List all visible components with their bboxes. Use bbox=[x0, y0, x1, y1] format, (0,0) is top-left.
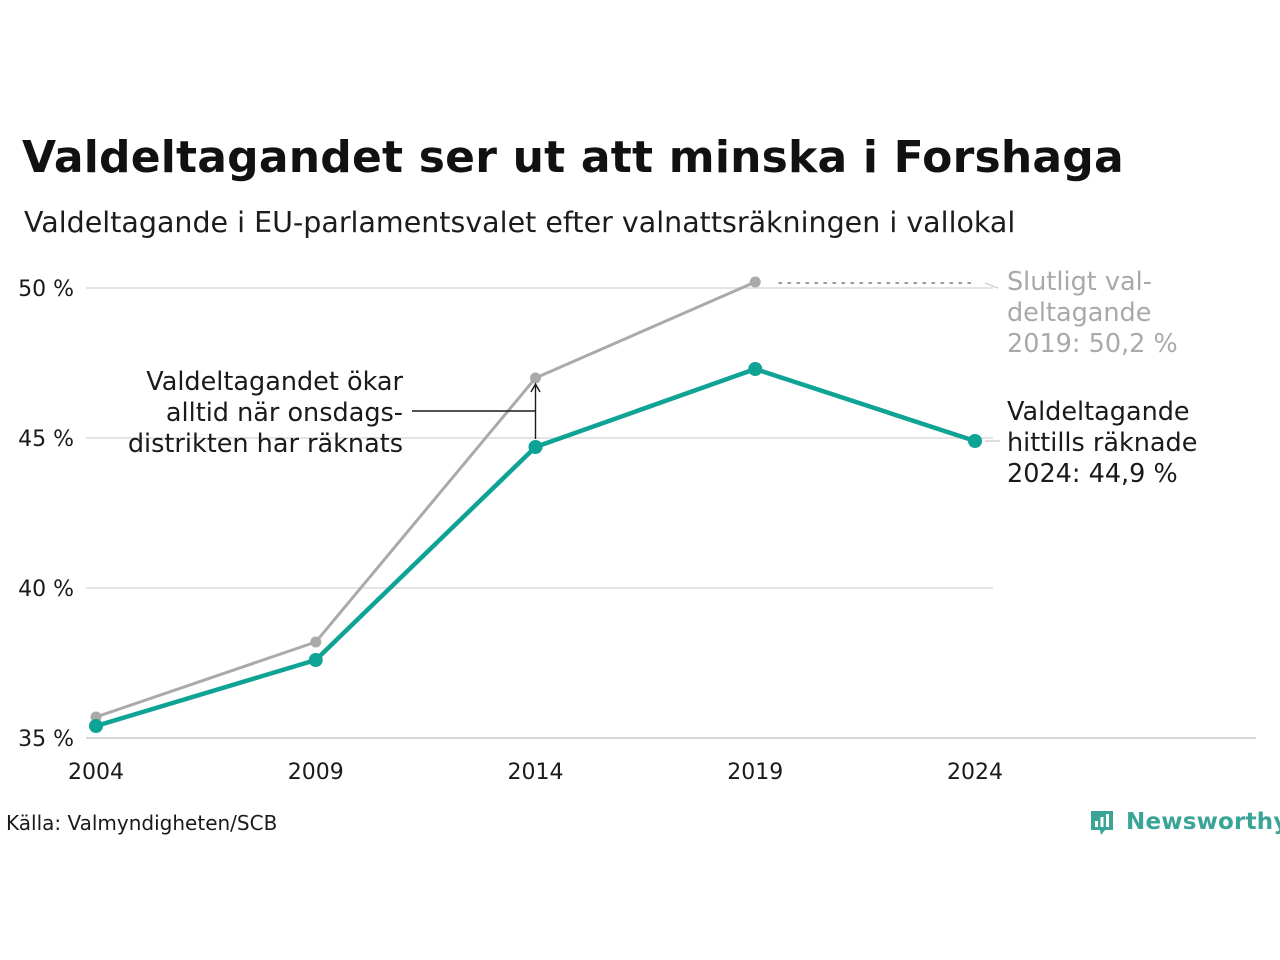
counted-turnout-point bbox=[308, 653, 323, 667]
final-turnout-line bbox=[94, 280, 757, 719]
final-2019-annotation-line: deltagande bbox=[1007, 298, 1151, 328]
x-tick-label: 2024 bbox=[947, 760, 1003, 785]
final-turnout-point bbox=[530, 372, 541, 384]
counted-turnout-point bbox=[748, 362, 763, 376]
counted-turnout-point bbox=[89, 719, 103, 733]
final-2019-annotation-line: Slutligt val- bbox=[1007, 267, 1152, 297]
y-tick-label: 45 % bbox=[18, 427, 74, 452]
final-2019-leader-tick bbox=[984, 282, 999, 289]
final-2019-annotation-line: 2019: 50,2 % bbox=[1007, 329, 1178, 359]
final-turnout-point bbox=[749, 276, 761, 288]
final-turnout-point bbox=[310, 636, 322, 648]
logo-text: Newsworthy bbox=[1126, 809, 1280, 835]
counted-turnout-point bbox=[528, 440, 543, 454]
y-tick-label: 50 % bbox=[18, 277, 74, 302]
counted-2024-annotation-line: Valdeltagande bbox=[1007, 397, 1190, 427]
source-note: Källa: Valmyndigheten/SCB bbox=[6, 811, 278, 835]
y-tick-label: 35 % bbox=[18, 727, 74, 752]
x-tick-label: 2004 bbox=[68, 760, 124, 785]
newsworthy-logo: Newsworthy bbox=[1088, 804, 1280, 840]
x-tick-label: 2009 bbox=[288, 760, 344, 785]
chart-subtitle: Valdeltagande i EU-parlamentsvalet efter… bbox=[24, 206, 1016, 239]
x-tick-label: 2014 bbox=[508, 760, 564, 785]
increase-arrow-head bbox=[530, 382, 541, 393]
counted-2024-annotation-line: hittills räknade bbox=[1007, 428, 1197, 458]
newsworthy-bar-chart-icon bbox=[1091, 811, 1113, 835]
counted-turnout-point bbox=[968, 434, 982, 448]
x-tick-label: 2019 bbox=[727, 760, 783, 785]
wednesday-annotation-line: Valdeltagandet ökar bbox=[146, 367, 403, 397]
y-tick-label: 40 % bbox=[18, 577, 74, 602]
wednesday-annotation-line: distrikten har räknats bbox=[128, 429, 403, 459]
counted-2024-annotation-line: 2024: 44,9 % bbox=[1007, 459, 1178, 489]
wednesday-annotation-line: alltid när onsdags- bbox=[166, 398, 403, 428]
chart-title: Valdeltagandet ser ut att minska i Forsh… bbox=[22, 132, 1124, 183]
